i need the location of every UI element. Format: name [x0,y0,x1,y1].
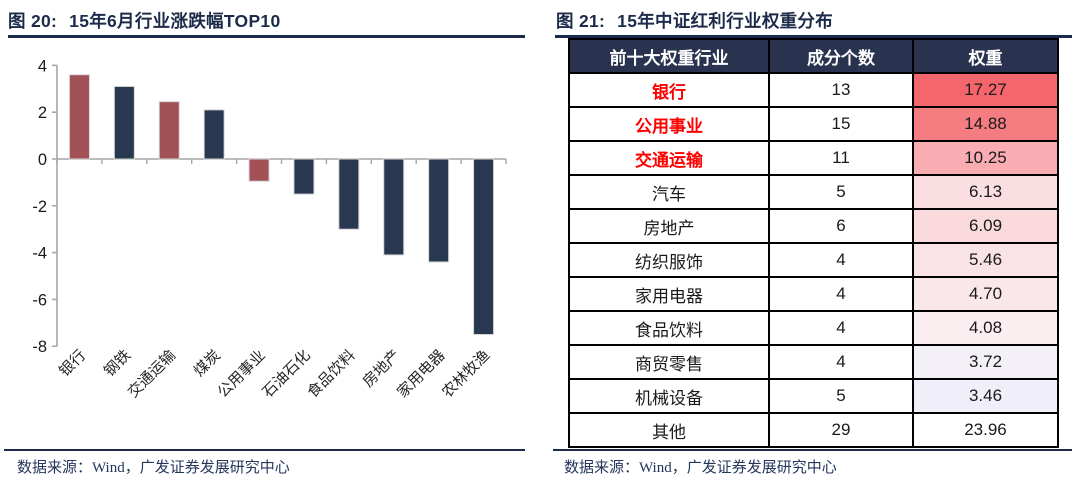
count-cell: 6 [768,208,914,244]
x-category-label: 交通运输 [124,346,179,401]
industry-cell: 交通运输 [568,140,770,176]
table-row: 其他 29 23.96 [568,412,1059,448]
table-header-row: 前十大权重行业 成分个数 权重 [568,38,1059,74]
figure-20-title-rule [8,35,525,38]
industry-cell: 机械设备 [568,378,770,414]
industry-cell: 纺织服饰 [568,242,770,278]
industry-cell: 食品饮料 [568,310,770,346]
x-category-label: 食品饮料 [304,347,358,401]
bar-农林牧渔 [473,158,495,335]
y-tick-label: 4 [38,57,47,75]
bar-煤炭 [203,109,225,160]
bar-交通运输 [158,101,180,160]
x-category-label: 公用事业 [214,347,268,401]
figure-20-label: 图 20: [8,11,58,31]
industry-cell: 房地产 [568,208,770,244]
table-row: 交通运输 11 10.25 [568,140,1059,176]
industry-cell: 家用电器 [568,276,770,312]
count-cell: 4 [768,276,914,312]
x-category-label: 银行 [56,347,89,380]
count-cell: 15 [768,106,914,142]
y-tick-label: -4 [32,245,47,263]
weight-cell: 23.96 [912,412,1059,448]
table-header-cell-1: 成分个数 [768,38,914,74]
table-row: 公用事业 15 14.88 [568,106,1059,142]
y-tick-label: 2 [38,104,47,122]
y-tick-label: -8 [32,338,47,356]
count-cell: 4 [768,310,914,346]
industry-cell: 汽车 [568,174,770,210]
figure-21-label: 图 21: [556,11,606,31]
count-cell: 11 [768,140,914,176]
count-cell: 5 [768,378,914,414]
industry-cell: 公用事业 [568,106,770,142]
industry-cell: 其他 [568,412,770,448]
table-row: 食品饮料 4 4.08 [568,310,1059,346]
table-row: 纺织服饰 4 5.46 [568,242,1059,278]
x-category-label: 农林牧渔 [439,347,493,401]
x-category-label: 家用电器 [394,347,448,401]
weight-cell: 4.70 [912,276,1059,312]
figure-21-title: 图 21: 15年中证红利行业权重分布 [556,8,833,33]
x-category-label: 房地产 [360,347,404,391]
figure-21-source: 数据来源：Wind，广发证券发展研究中心 [564,460,837,476]
weight-cell: 5.46 [912,242,1059,278]
y-tick-label: -6 [32,291,47,309]
table-header-cell-0: 前十大权重行业 [568,38,770,74]
figure-21-title-rule [555,35,1072,38]
bar-银行 [68,74,90,160]
bar-公用事业 [248,158,270,182]
weight-cell: 3.46 [912,378,1059,414]
weight-cell: 6.09 [912,208,1059,244]
weight-cell: 6.13 [912,174,1059,210]
weight-cell: 4.08 [912,310,1059,346]
weight-cell: 3.72 [912,344,1059,380]
figure-20-source-rule [4,449,525,451]
x-category-label: 煤炭 [191,347,224,380]
figure-20-title-text: 15年6月行业涨跌幅TOP10 [69,11,281,31]
y-tick-label: 0 [38,151,47,169]
table-row: 银行 13 17.27 [568,72,1059,108]
x-category-label: 钢铁 [101,347,134,380]
count-cell: 13 [768,72,914,108]
count-cell: 5 [768,174,914,210]
figure-21-title-text: 15年中证红利行业权重分布 [617,11,834,31]
table-row: 家用电器 4 4.70 [568,276,1059,312]
table-row: 商贸零售 4 3.72 [568,344,1059,380]
figure-20-title: 图 20: 15年6月行业涨跌幅TOP10 [8,8,280,33]
industry-cell: 银行 [568,72,770,108]
bar-石油石化 [293,158,315,195]
weight-cell: 10.25 [912,140,1059,176]
bar-食品饮料 [338,158,360,230]
table-row: 房地产 6 6.09 [568,208,1059,244]
table-row: 汽车 5 6.13 [568,174,1059,210]
weight-cell: 14.88 [912,106,1059,142]
figure-20-source: 数据来源：Wind，广发证券发展研究中心 [17,460,290,476]
bar-房地产 [383,158,405,256]
dividend-index-weight-table: 前十大权重行业 成分个数 权重 银行 13 17.27 公用事业 15 14.88 交通运输 11 1… [568,38,1059,448]
table-row: 机械设备 5 3.46 [568,378,1059,414]
count-cell: 4 [768,344,914,380]
bar-家用电器 [428,158,450,263]
industry-cell: 商贸零售 [568,344,770,380]
weight-cell: 17.27 [912,72,1059,108]
bar-钢铁 [113,85,135,160]
figure-21-source-rule [553,449,1072,451]
y-tick-label: -2 [32,198,47,216]
table-header-cell-2: 权重 [912,38,1059,74]
x-category-label: 石油石化 [259,347,313,401]
count-cell: 29 [768,412,914,448]
count-cell: 4 [768,242,914,278]
